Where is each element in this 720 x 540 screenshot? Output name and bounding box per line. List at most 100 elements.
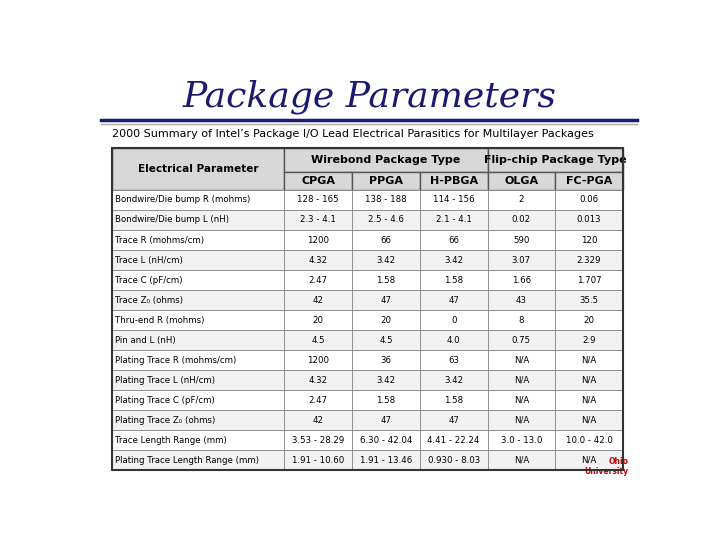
- Bar: [420, 250, 487, 270]
- Text: Trace R (mohms/cm): Trace R (mohms/cm): [115, 235, 204, 245]
- Text: 4.0: 4.0: [447, 335, 461, 345]
- Text: 6.30 - 42.04: 6.30 - 42.04: [360, 436, 412, 444]
- Bar: [352, 210, 420, 230]
- Text: N/A: N/A: [514, 356, 529, 364]
- Bar: [555, 190, 623, 210]
- Bar: [420, 270, 487, 290]
- Text: 35.5: 35.5: [580, 295, 598, 305]
- Text: Plating Trace L (nH/cm): Plating Trace L (nH/cm): [115, 376, 215, 384]
- Text: N/A: N/A: [514, 456, 529, 465]
- Bar: [352, 190, 420, 210]
- Text: 4.32: 4.32: [309, 255, 328, 265]
- Text: 1.707: 1.707: [577, 275, 601, 285]
- Bar: [555, 430, 623, 450]
- Bar: [555, 290, 623, 310]
- Bar: [112, 310, 284, 330]
- Text: Thru-end R (mohms): Thru-end R (mohms): [115, 315, 204, 325]
- Text: 0.02: 0.02: [512, 215, 531, 225]
- Text: 590: 590: [513, 235, 529, 245]
- Text: Electrical Parameter: Electrical Parameter: [138, 164, 258, 174]
- Bar: [487, 290, 555, 310]
- Bar: [420, 290, 487, 310]
- Text: Flip-chip Package Type: Flip-chip Package Type: [484, 155, 626, 165]
- Bar: [420, 210, 487, 230]
- Text: 0: 0: [451, 315, 456, 325]
- Text: 20: 20: [312, 315, 324, 325]
- Text: 1.58: 1.58: [444, 275, 463, 285]
- Text: N/A: N/A: [582, 416, 597, 424]
- Bar: [112, 230, 284, 250]
- Text: 47: 47: [448, 416, 459, 424]
- Bar: [112, 290, 284, 310]
- Bar: [555, 210, 623, 230]
- Text: 2.47: 2.47: [309, 275, 328, 285]
- Text: 2.329: 2.329: [577, 255, 601, 265]
- Bar: [352, 330, 420, 350]
- Bar: [284, 148, 487, 172]
- Text: 43: 43: [516, 295, 527, 305]
- Bar: [284, 250, 352, 270]
- Text: 66: 66: [380, 235, 392, 245]
- Bar: [555, 370, 623, 390]
- Text: Plating Trace Z₀ (ohms): Plating Trace Z₀ (ohms): [115, 416, 215, 424]
- Bar: [420, 370, 487, 390]
- Text: 0.013: 0.013: [577, 215, 601, 225]
- Bar: [420, 450, 487, 470]
- Text: 138 - 188: 138 - 188: [365, 195, 407, 205]
- Bar: [284, 410, 352, 430]
- Text: Wirebond Package Type: Wirebond Package Type: [311, 155, 461, 165]
- Bar: [284, 450, 352, 470]
- Bar: [487, 310, 555, 330]
- Bar: [352, 270, 420, 290]
- Text: 47: 47: [380, 295, 392, 305]
- Text: Ohio
University: Ohio University: [585, 457, 629, 476]
- Text: Pin and L (nH): Pin and L (nH): [115, 335, 176, 345]
- Bar: [555, 270, 623, 290]
- Bar: [112, 210, 284, 230]
- Bar: [487, 172, 555, 190]
- Bar: [487, 350, 555, 370]
- Text: 3.07: 3.07: [512, 255, 531, 265]
- Text: 1.91 - 10.60: 1.91 - 10.60: [292, 456, 344, 465]
- Bar: [284, 270, 352, 290]
- Bar: [487, 270, 555, 290]
- Bar: [112, 410, 284, 430]
- Bar: [487, 330, 555, 350]
- Text: FC-PGA: FC-PGA: [566, 176, 612, 186]
- Bar: [420, 390, 487, 410]
- Text: 3.53 - 28.29: 3.53 - 28.29: [292, 436, 344, 444]
- Bar: [112, 190, 284, 210]
- Text: 1.58: 1.58: [377, 275, 395, 285]
- Text: Trace Length Range (mm): Trace Length Range (mm): [115, 436, 227, 444]
- Bar: [487, 210, 555, 230]
- Text: N/A: N/A: [514, 376, 529, 384]
- Text: CPGA: CPGA: [301, 176, 336, 186]
- Bar: [487, 450, 555, 470]
- Text: 1.91 - 13.46: 1.91 - 13.46: [360, 456, 412, 465]
- Bar: [112, 450, 284, 470]
- Bar: [112, 430, 284, 450]
- Bar: [352, 250, 420, 270]
- Text: 42: 42: [312, 416, 324, 424]
- Text: 3.0 - 13.0: 3.0 - 13.0: [500, 436, 542, 444]
- Text: 3.42: 3.42: [377, 376, 395, 384]
- Text: 1.58: 1.58: [444, 396, 463, 404]
- Bar: [284, 370, 352, 390]
- Text: N/A: N/A: [582, 356, 597, 364]
- Text: Plating Trace C (pF/cm): Plating Trace C (pF/cm): [115, 396, 215, 404]
- Bar: [420, 190, 487, 210]
- Bar: [352, 290, 420, 310]
- Text: Package Parameters: Package Parameters: [182, 79, 556, 114]
- Bar: [487, 250, 555, 270]
- Bar: [112, 270, 284, 290]
- Bar: [352, 230, 420, 250]
- Text: 66: 66: [448, 235, 459, 245]
- Bar: [352, 390, 420, 410]
- Text: 1200: 1200: [307, 235, 329, 245]
- Text: 4.5: 4.5: [379, 335, 393, 345]
- Text: Bondwire/Die bump R (mohms): Bondwire/Die bump R (mohms): [115, 195, 251, 205]
- Text: Bondwire/Die bump L (nH): Bondwire/Die bump L (nH): [115, 215, 229, 225]
- Bar: [487, 230, 555, 250]
- Bar: [284, 350, 352, 370]
- Bar: [487, 410, 555, 430]
